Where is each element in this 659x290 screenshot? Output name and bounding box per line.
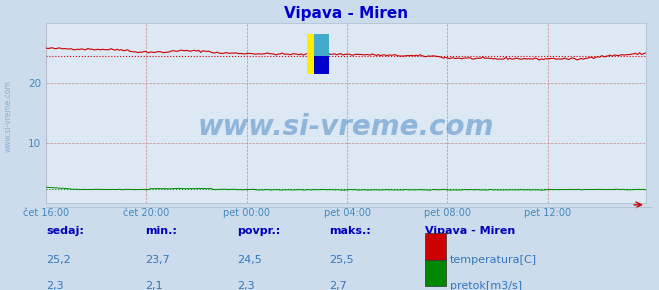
Text: www.si-vreme.com: www.si-vreme.com (198, 113, 494, 142)
Text: 2,7: 2,7 (330, 281, 347, 290)
Bar (314, 34, 330, 74)
Text: sedaj:: sedaj: (46, 226, 84, 236)
Bar (307, 34, 322, 74)
Text: povpr.:: povpr.: (237, 226, 281, 236)
Text: 25,2: 25,2 (46, 255, 71, 265)
Text: 23,7: 23,7 (145, 255, 170, 265)
Title: Vipava - Miren: Vipava - Miren (284, 6, 408, 21)
Bar (314, 34, 330, 56)
Text: min.:: min.: (145, 226, 177, 236)
Text: Vipava - Miren: Vipava - Miren (425, 226, 515, 236)
Text: 2,1: 2,1 (145, 281, 163, 290)
Text: www.si-vreme.com: www.si-vreme.com (3, 80, 13, 152)
Text: maks.:: maks.: (330, 226, 371, 236)
Text: 2,3: 2,3 (46, 281, 64, 290)
Text: 25,5: 25,5 (330, 255, 354, 265)
Text: pretok[m3/s]: pretok[m3/s] (450, 281, 522, 290)
Text: temperatura[C]: temperatura[C] (450, 255, 537, 265)
Text: 24,5: 24,5 (237, 255, 262, 265)
Text: 2,3: 2,3 (237, 281, 255, 290)
